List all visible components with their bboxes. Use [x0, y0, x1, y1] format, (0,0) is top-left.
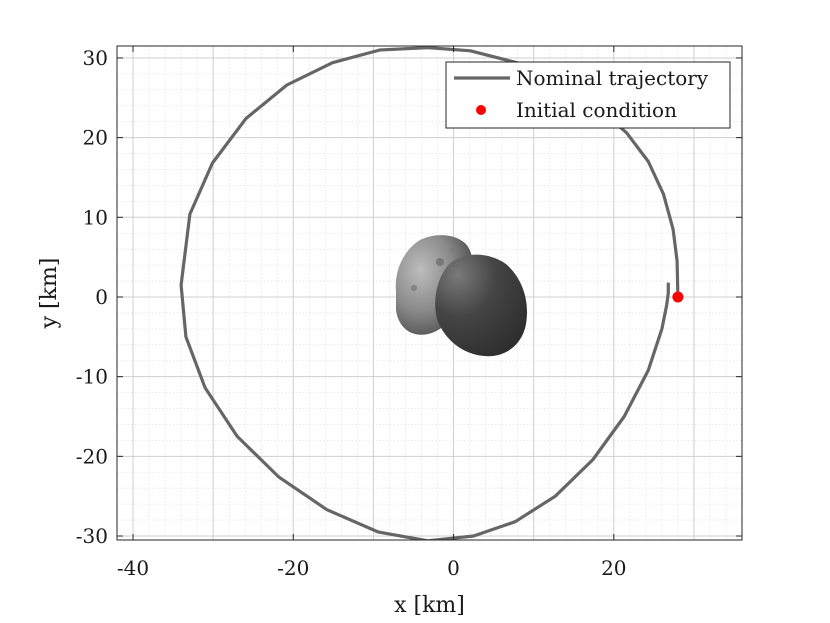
asteroid-lobe-large [435, 254, 528, 357]
x-tick-label: 20 [601, 556, 626, 580]
asteroid-image [395, 235, 528, 357]
legend: Nominal trajectory Initial condition [445, 61, 731, 129]
x-tick-label: -40 [117, 556, 149, 580]
asteroid-crater [436, 258, 444, 266]
y-tick-label: 30 [83, 46, 108, 70]
x-tick-label: 0 [447, 556, 460, 580]
y-tick-label: 10 [83, 205, 108, 229]
legend-marker-swatch [476, 105, 486, 115]
y-tick-label: 0 [95, 285, 108, 309]
asteroid-crater [411, 285, 417, 291]
y-tick-label: -10 [76, 365, 108, 389]
y-tick-label: -30 [76, 524, 108, 548]
x-ticks: -40 -20 0 20 [117, 46, 627, 580]
initial-condition-marker [672, 291, 684, 303]
y-axis-label: y [km] [37, 258, 62, 330]
axes-box [116, 45, 743, 541]
y-ticks: -30 -20 -10 0 10 20 30 [76, 46, 742, 548]
legend-label-initial: Initial condition [516, 98, 677, 122]
x-tick-label: -20 [277, 556, 309, 580]
legend-box [445, 61, 731, 129]
asteroid-crater [449, 247, 455, 253]
y-tick-label: -20 [76, 444, 108, 468]
legend-label-trajectory: Nominal trajectory [516, 66, 709, 90]
y-tick-label: 20 [83, 126, 108, 150]
x-axis-label: x [km] [394, 593, 465, 618]
